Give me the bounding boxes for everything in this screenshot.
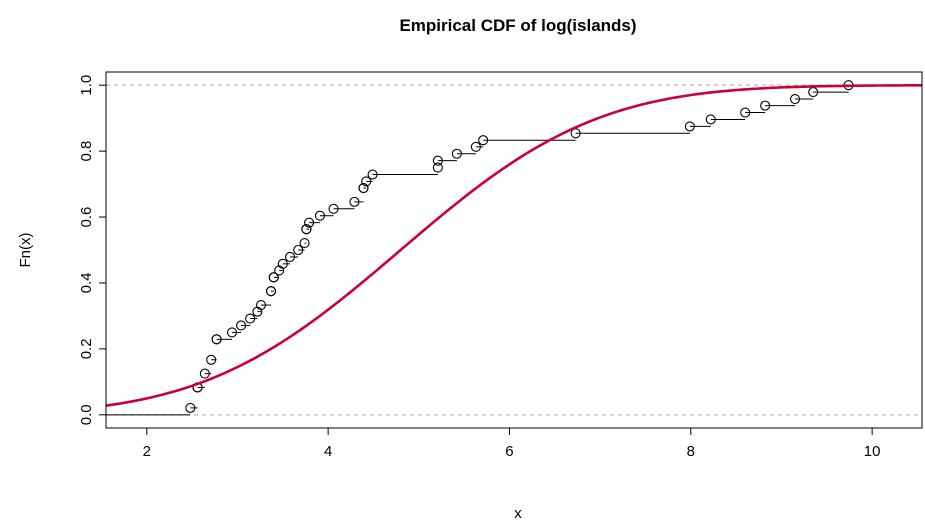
ecdf-point xyxy=(361,176,372,187)
y-tick-label: 0.4 xyxy=(78,273,95,294)
ecdf-point xyxy=(328,203,339,214)
ecdf-point xyxy=(255,299,267,311)
ecdf-point xyxy=(301,224,312,235)
ecdf-point xyxy=(684,121,695,132)
ecdf-point xyxy=(432,162,443,173)
normal-cdf-curve xyxy=(105,84,923,407)
ecdf-point xyxy=(277,258,288,269)
ecdf-point xyxy=(293,244,304,256)
ecdf-point xyxy=(245,313,256,324)
ecdf-point xyxy=(349,196,360,207)
ecdf-point xyxy=(268,272,279,283)
ecdf-point xyxy=(206,354,217,365)
ecdf-point xyxy=(199,368,210,379)
ecdf-point xyxy=(470,141,481,152)
ecdf-point xyxy=(740,107,751,118)
y-tick-label: 0.0 xyxy=(78,404,95,425)
chart-title: Empirical CDF of log(islands) xyxy=(399,16,636,35)
x-tick-label: 10 xyxy=(864,443,881,460)
ecdf-point xyxy=(185,402,196,413)
x-tick-label: 8 xyxy=(687,443,695,460)
x-tick-label: 6 xyxy=(505,443,513,460)
ecdf-point xyxy=(358,182,369,194)
x-axis-label: x xyxy=(514,505,522,522)
x-tick-label: 2 xyxy=(143,443,151,460)
ecdf-point xyxy=(790,93,801,105)
y-tick-label: 0.8 xyxy=(78,141,95,162)
ecdf-point xyxy=(478,135,489,146)
ecdf-point xyxy=(285,251,296,262)
ecdf-point xyxy=(226,327,238,338)
ecdf-point xyxy=(314,210,326,221)
y-tick-label: 1.0 xyxy=(78,75,95,96)
y-tick-label: 0.6 xyxy=(78,207,95,228)
ecdf-point xyxy=(299,238,310,249)
y-tick-label: 0.2 xyxy=(78,338,95,359)
ecdf-point xyxy=(265,286,277,297)
plot-area: 2 4 6 8 10 0.0 0.2 0.4 0.6 0.8 1.0 xyxy=(78,71,923,460)
ecdf-point xyxy=(432,155,443,166)
x-tick-label: 4 xyxy=(324,443,332,460)
ecdf-point xyxy=(367,169,378,180)
ecdf-point xyxy=(760,100,771,111)
ecdf-point xyxy=(451,148,462,159)
plot-frame xyxy=(105,71,923,429)
y-axis-label: Fn(x) xyxy=(17,233,34,268)
ecdf-point xyxy=(705,114,716,125)
ecdf-point xyxy=(236,320,247,331)
ecdf-point xyxy=(304,217,315,228)
ecdf-point xyxy=(211,334,222,345)
